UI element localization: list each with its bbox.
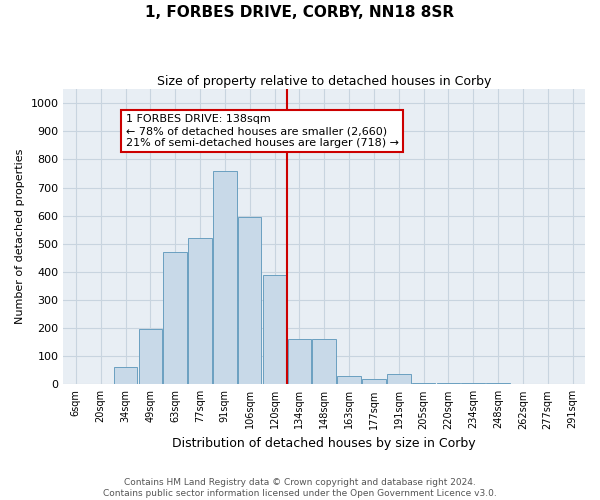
Text: 1, FORBES DRIVE, CORBY, NN18 8SR: 1, FORBES DRIVE, CORBY, NN18 8SR <box>145 5 455 20</box>
Bar <box>188 238 212 384</box>
Bar <box>387 374 410 384</box>
Bar <box>213 170 236 384</box>
Y-axis label: Number of detached properties: Number of detached properties <box>15 149 25 324</box>
Bar <box>287 340 311 384</box>
Bar <box>163 252 187 384</box>
X-axis label: Distribution of detached houses by size in Corby: Distribution of detached houses by size … <box>172 437 476 450</box>
Bar <box>114 368 137 384</box>
Bar <box>412 383 436 384</box>
Text: Contains HM Land Registry data © Crown copyright and database right 2024.
Contai: Contains HM Land Registry data © Crown c… <box>103 478 497 498</box>
Bar <box>313 340 336 384</box>
Bar <box>461 383 485 384</box>
Bar <box>337 376 361 384</box>
Bar <box>263 274 286 384</box>
Bar <box>362 378 386 384</box>
Bar <box>139 330 162 384</box>
Text: 1 FORBES DRIVE: 138sqm
← 78% of detached houses are smaller (2,660)
21% of semi-: 1 FORBES DRIVE: 138sqm ← 78% of detached… <box>125 114 398 148</box>
Bar <box>437 383 460 384</box>
Title: Size of property relative to detached houses in Corby: Size of property relative to detached ho… <box>157 75 491 88</box>
Bar <box>238 217 262 384</box>
Bar <box>486 383 510 384</box>
